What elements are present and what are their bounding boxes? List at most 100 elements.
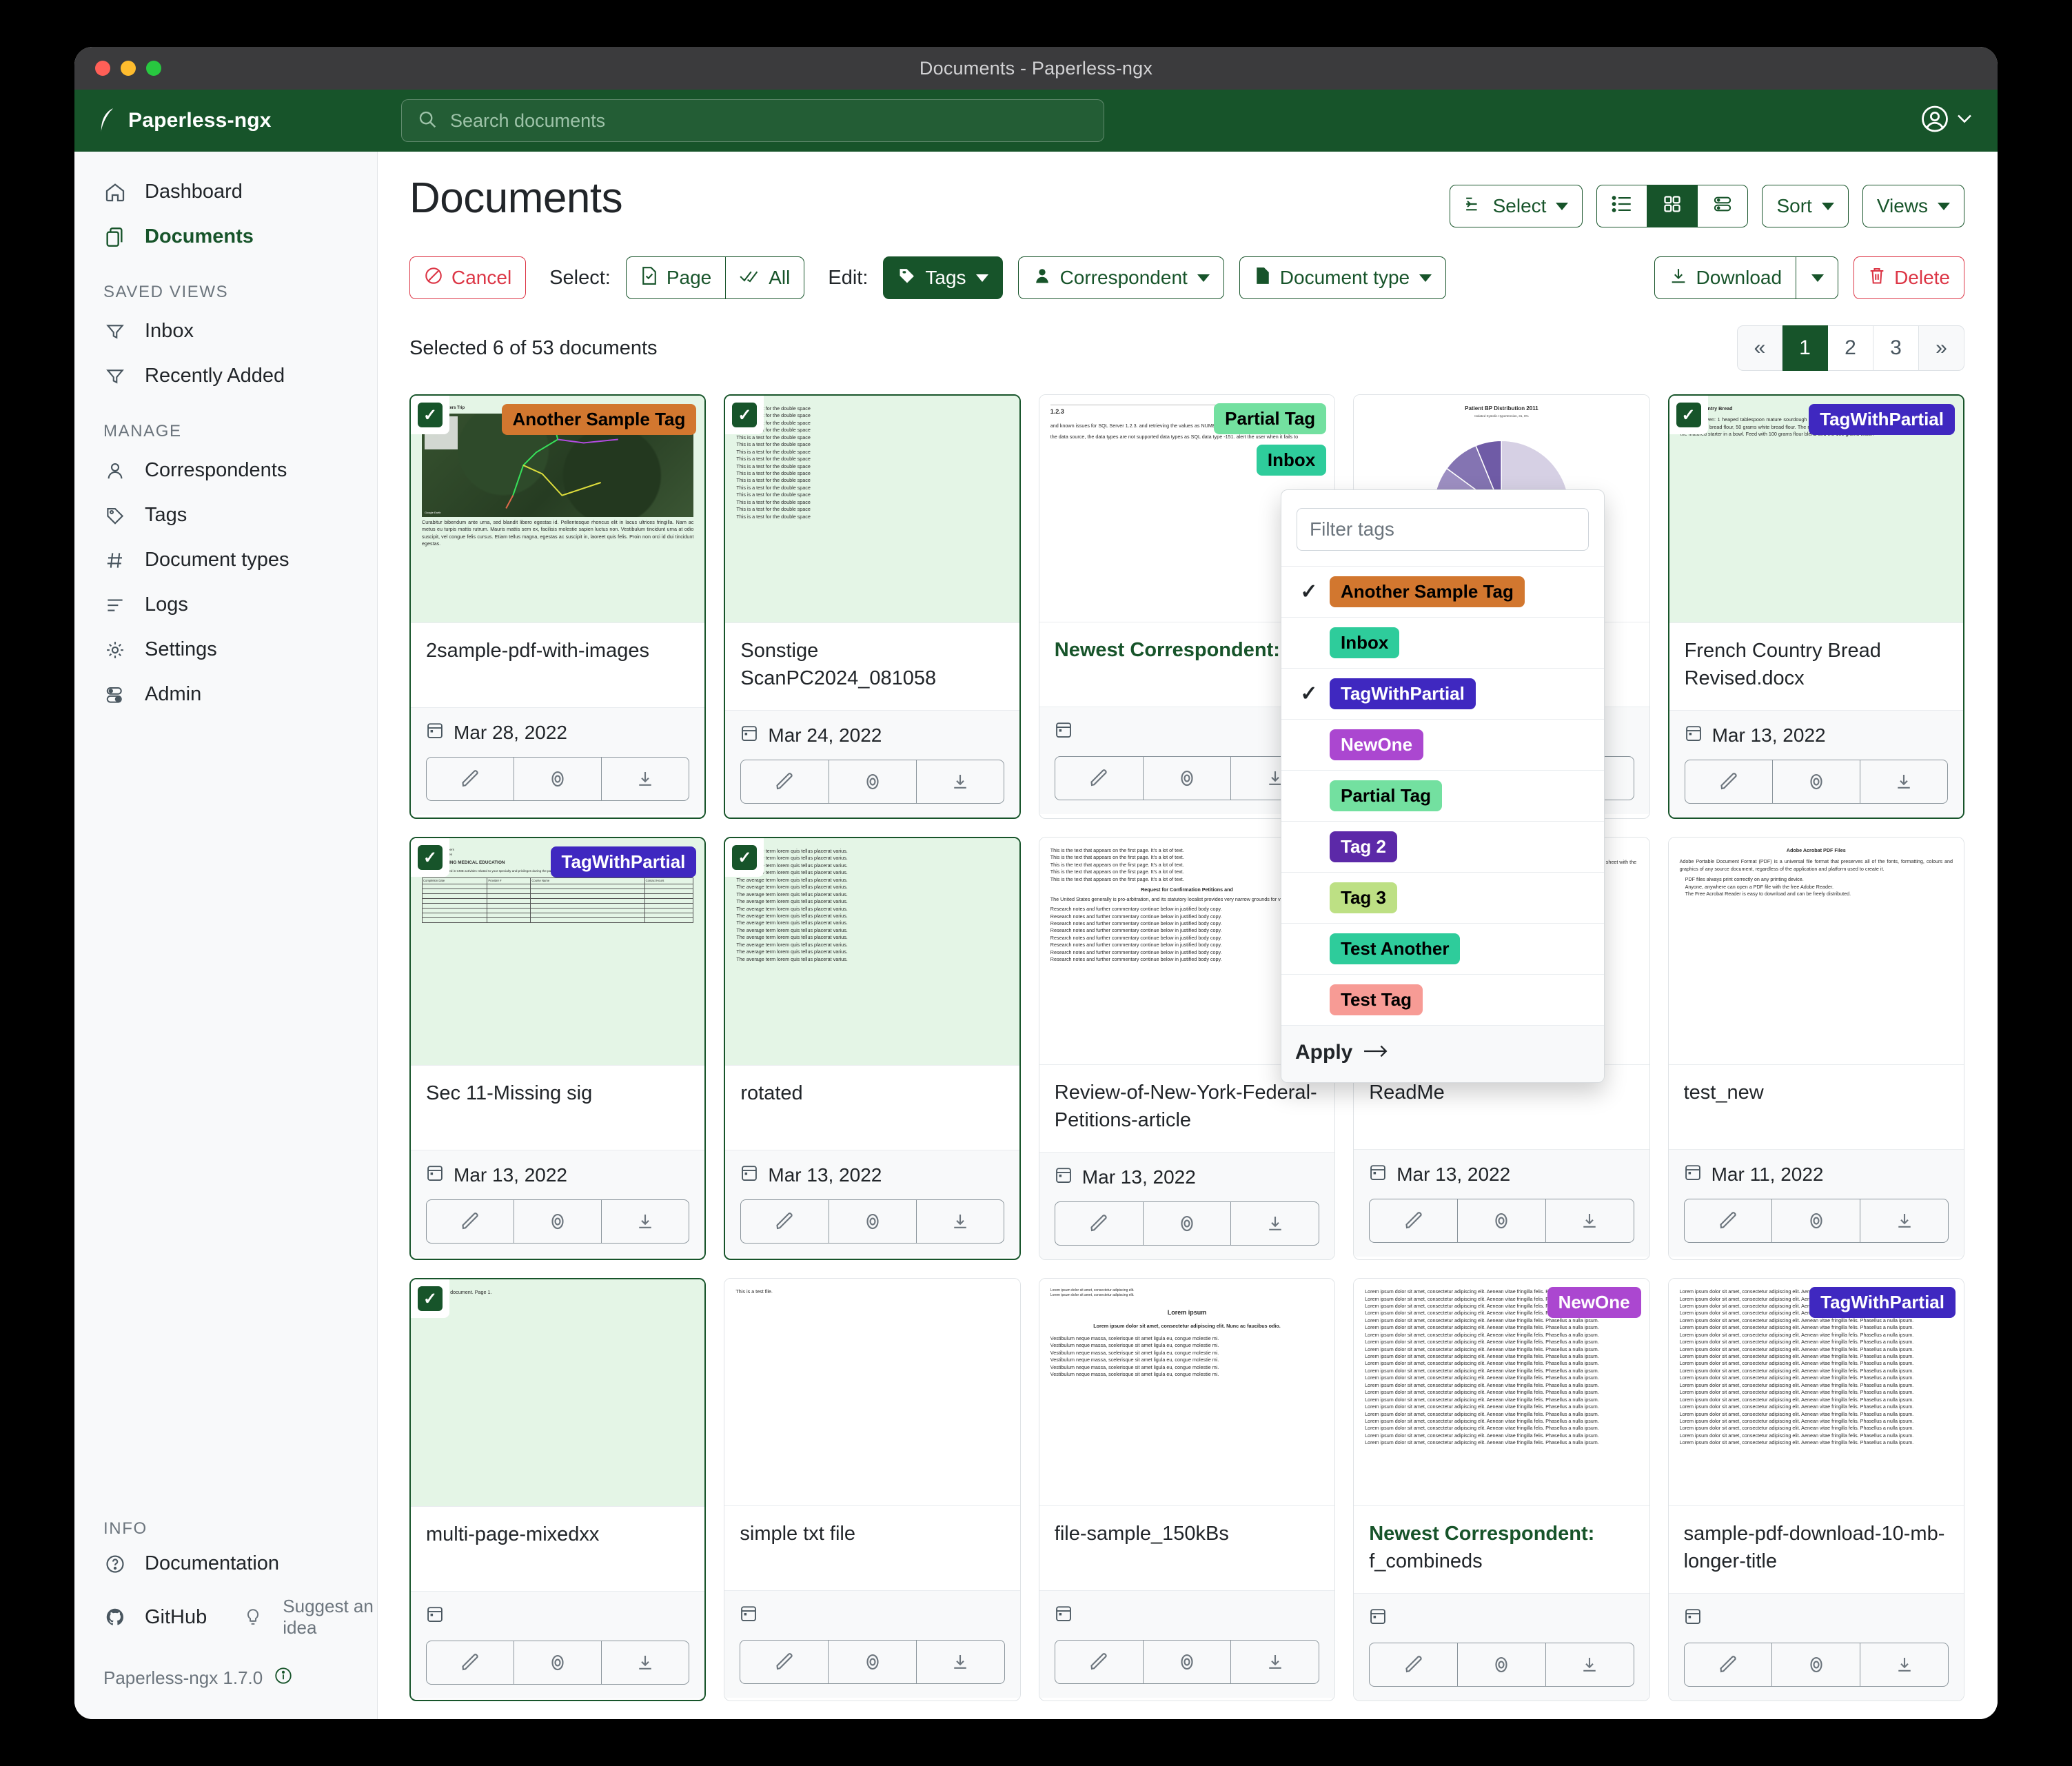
document-card[interactable]: This is a test file. simple txt file (724, 1278, 1021, 1702)
document-tag-badge[interactable]: Inbox (1256, 445, 1327, 476)
edit-document-button[interactable] (1054, 756, 1144, 800)
edit-document-button[interactable] (740, 760, 829, 804)
preview-document-button[interactable] (829, 760, 917, 804)
document-actions[interactable] (740, 760, 1004, 804)
edit-document-button[interactable] (426, 1641, 515, 1685)
document-thumbnail[interactable]: ✓ This is a test for the double space Thi… (725, 396, 1019, 623)
document-thumbnail[interactable]: ✓ The average term lorem quis tellus pla… (725, 838, 1019, 1066)
edit-document-button[interactable] (1054, 1201, 1144, 1246)
close-window-button[interactable] (95, 61, 110, 76)
view-mode-switcher[interactable] (1596, 185, 1749, 227)
download-document-button[interactable] (916, 1199, 1004, 1244)
document-actions[interactable] (740, 1640, 1005, 1685)
pagination-page-1[interactable]: 1 (1782, 325, 1828, 371)
preview-document-button[interactable] (514, 1641, 602, 1685)
document-card[interactable]: ✓Another Sample Tag Boundary Waters Trip… (409, 394, 707, 820)
document-actions[interactable] (1683, 1199, 1949, 1244)
tag-filter-input[interactable] (1297, 508, 1589, 551)
tag-option[interactable]: Inbox (1281, 617, 1604, 668)
edit-document-button[interactable] (740, 1640, 829, 1685)
tag-option[interactable]: Test Another (1281, 923, 1604, 974)
edit-document-button[interactable] (1369, 1643, 1458, 1687)
correspondent-dropdown-button[interactable]: Correspondent (1017, 256, 1224, 299)
document-tag-badge[interactable]: Another Sample Tag (501, 404, 697, 435)
sidebar-item-settings[interactable]: Settings (74, 627, 377, 672)
preview-document-button[interactable] (1457, 1199, 1546, 1244)
sidebar-item-inbox[interactable]: Inbox (74, 309, 377, 354)
delete-button[interactable]: Delete (1853, 256, 1964, 299)
document-tag-badge[interactable]: TagWithPartial (1809, 404, 1955, 435)
download-document-button[interactable] (1860, 1643, 1949, 1687)
tag-option[interactable]: Tag 2 (1281, 821, 1604, 872)
details-view-button[interactable] (1698, 185, 1749, 227)
document-card[interactable]: ✓TagWithPartial French Country Bread For… (1667, 394, 1964, 820)
document-actions[interactable] (1683, 1643, 1949, 1687)
pagination-page-2[interactable]: 2 (1828, 325, 1873, 371)
views-dropdown-button[interactable]: Views (1862, 185, 1964, 227)
document-actions[interactable] (1054, 1640, 1320, 1685)
preview-document-button[interactable] (1457, 1643, 1546, 1687)
tag-option[interactable]: Test Tag (1281, 974, 1604, 1025)
sidebar-item-dashboard[interactable]: Dashboard (74, 170, 377, 214)
document-tag-badge[interactable]: TagWithPartial (1809, 1287, 1956, 1319)
tag-option[interactable]: Partial Tag (1281, 770, 1604, 821)
document-thumbnail[interactable]: ✓ a multi page document. Page 1. (411, 1279, 705, 1508)
edit-document-button[interactable] (426, 757, 515, 801)
tag-option[interactable]: NewOne (1281, 719, 1604, 770)
document-tag-badge[interactable]: NewOne (1547, 1287, 1641, 1319)
document-actions[interactable] (1054, 756, 1320, 800)
preview-document-button[interactable] (514, 757, 602, 801)
document-actions[interactable] (740, 1199, 1004, 1244)
cancel-button[interactable]: Cancel (409, 256, 527, 299)
sort-dropdown-button[interactable]: Sort (1762, 185, 1849, 227)
grid-view-button[interactable] (1647, 185, 1698, 227)
document-tag-badge[interactable]: TagWithPartial (550, 846, 697, 878)
sidebar-item-recently-added[interactable]: Recently Added (74, 354, 377, 398)
search-input[interactable] (449, 109, 1088, 132)
select-all-button[interactable]: All (726, 256, 805, 299)
document-select-checkbox[interactable]: ✓ (1669, 396, 1708, 434)
download-document-button[interactable] (602, 1641, 690, 1685)
preview-document-button[interactable] (829, 1199, 917, 1244)
select-scope-group[interactable]: Page All (625, 256, 805, 299)
edit-document-button[interactable] (1683, 1199, 1773, 1244)
edit-document-button[interactable] (740, 1199, 829, 1244)
document-card[interactable]: ✓ This is a test for the double space Thi… (724, 394, 1021, 820)
edit-document-button[interactable] (1054, 1640, 1144, 1685)
tag-option[interactable]: ✓ TagWithPartial (1281, 668, 1604, 719)
document-card[interactable]: ✓TagWithPartial Medical Staff MembersHos… (409, 837, 707, 1261)
document-select-checkbox[interactable]: ✓ (411, 838, 449, 877)
sidebar-item-admin[interactable]: Admin (74, 672, 377, 717)
pagination-page-3[interactable]: 3 (1873, 325, 1919, 371)
pagination[interactable]: « 1 2 3 » (1737, 325, 1964, 371)
document-card[interactable]: NewOne Lorem ipsum dolor sit amet, conse… (1353, 1278, 1650, 1702)
edit-document-button[interactable] (1369, 1199, 1458, 1244)
document-thumbnail[interactable]: ✓Another Sample Tag Boundary Waters Trip… (411, 396, 705, 623)
document-actions[interactable] (426, 1199, 690, 1244)
download-document-button[interactable] (1231, 1640, 1320, 1685)
select-dropdown-button[interactable]: Select (1449, 185, 1583, 227)
document-select-checkbox[interactable]: ✓ (411, 396, 449, 434)
document-thumbnail[interactable]: NewOne Lorem ipsum dolor sit amet, conse… (1354, 1279, 1649, 1507)
document-actions[interactable] (426, 757, 690, 801)
user-menu[interactable] (1920, 105, 1971, 137)
list-view-button[interactable] (1596, 185, 1648, 227)
preview-document-button[interactable] (1143, 1201, 1232, 1246)
download-document-button[interactable] (1860, 760, 1948, 804)
minimize-window-button[interactable] (121, 61, 136, 76)
edit-document-button[interactable] (426, 1199, 515, 1244)
select-page-button[interactable]: Page (625, 256, 727, 299)
document-thumbnail[interactable]: Lorem ipsum dolor sit amet, consectetur … (1039, 1279, 1335, 1507)
info-circle-icon[interactable] (274, 1666, 293, 1690)
document-thumbnail[interactable]: This is a test file. (724, 1279, 1020, 1507)
tag-option[interactable]: ✓ Another Sample Tag (1281, 566, 1604, 617)
document-actions[interactable] (1369, 1643, 1634, 1687)
preview-document-button[interactable] (1143, 756, 1232, 800)
preview-document-button[interactable] (1772, 760, 1860, 804)
sidebar-item-documents[interactable]: Documents (74, 214, 377, 259)
download-document-button[interactable] (602, 757, 690, 801)
download-document-button[interactable] (916, 1640, 1005, 1685)
document-thumbnail[interactable]: Adobe Acrobat PDF Files Adobe Portable D… (1668, 838, 1964, 1066)
document-thumbnail[interactable]: TagWithPartial Lorem ipsum dolor sit ame… (1668, 1279, 1964, 1507)
maximize-window-button[interactable] (146, 61, 161, 76)
